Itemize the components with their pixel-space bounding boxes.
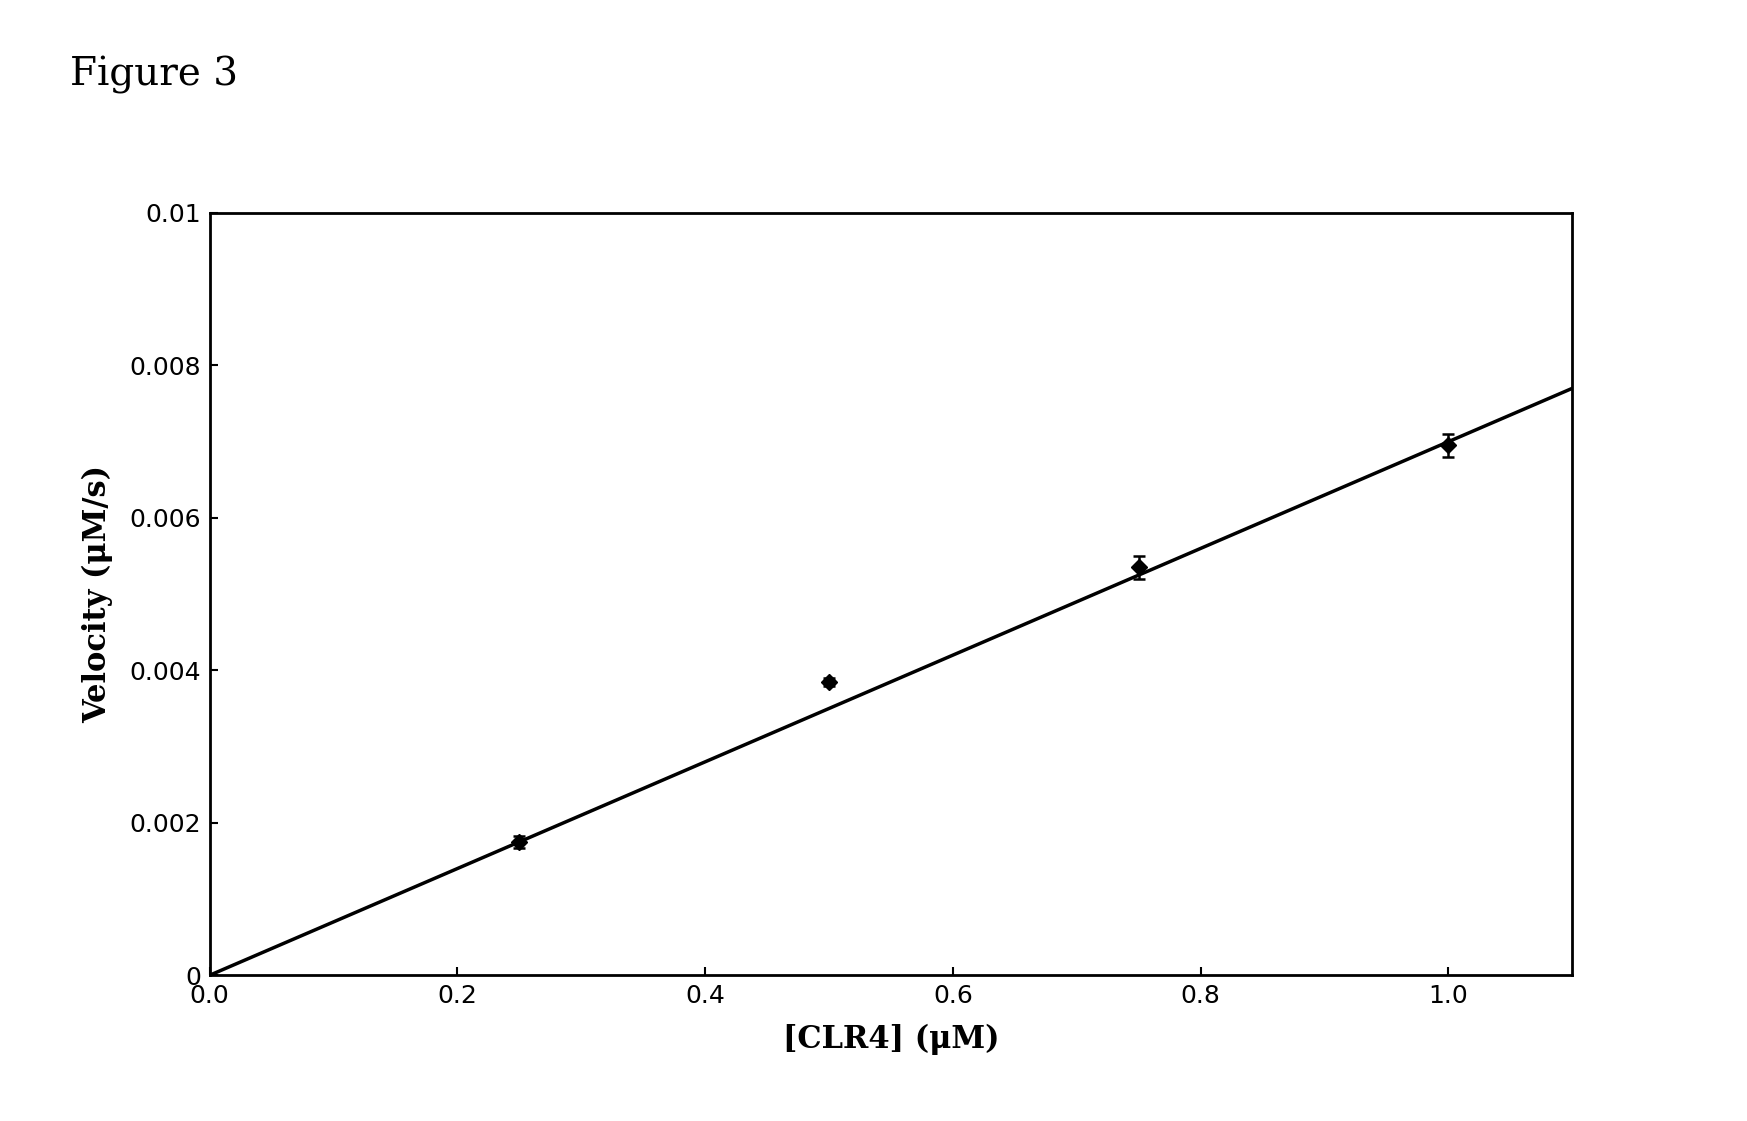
X-axis label: [CLR4] (μM): [CLR4] (μM) [783, 1025, 999, 1056]
Text: Figure 3: Figure 3 [70, 56, 238, 94]
Y-axis label: Velocity (μM/s): Velocity (μM/s) [82, 465, 114, 723]
